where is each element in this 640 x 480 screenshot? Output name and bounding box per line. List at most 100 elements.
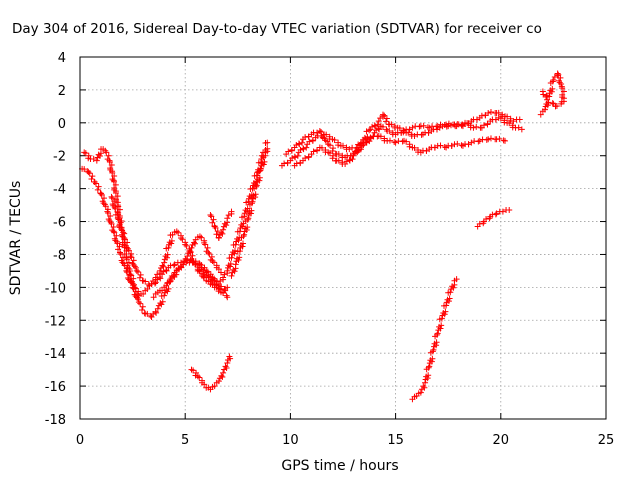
data-point [240, 240, 247, 247]
series-segment-5-7 [188, 353, 234, 393]
data-point [112, 181, 119, 188]
data-point [443, 123, 450, 130]
y-axis-label: SDTVAR / TECUs [8, 181, 24, 296]
data-point [224, 294, 231, 301]
data-point [183, 257, 190, 264]
y-tick-label: -8 [53, 248, 66, 263]
data-point [177, 235, 184, 241]
data-point [164, 251, 171, 258]
data-point [458, 122, 465, 129]
data-point [446, 295, 453, 302]
data-point [346, 146, 353, 153]
data-point [180, 261, 187, 268]
data-point [549, 78, 556, 85]
data-point [165, 285, 172, 292]
data-point [329, 155, 336, 162]
data-point [492, 211, 499, 218]
data-point [383, 115, 390, 122]
data-point [111, 229, 118, 236]
data-point [95, 183, 102, 190]
data-point [487, 135, 494, 142]
data-point [470, 124, 477, 131]
data-point [537, 111, 544, 118]
data-point [208, 213, 215, 220]
data-point [253, 183, 260, 190]
data-point [81, 166, 88, 173]
data-point [356, 147, 363, 154]
data-point [358, 139, 365, 146]
data-point [144, 310, 151, 317]
data-point [485, 136, 492, 143]
data-point [297, 146, 304, 153]
data-point [198, 234, 205, 241]
y-tick-label: -2 [53, 150, 66, 165]
data-point [379, 111, 386, 118]
data-point [226, 353, 233, 360]
data-point [96, 153, 103, 160]
data-point [86, 170, 93, 177]
data-point [300, 145, 307, 152]
data-point [161, 259, 168, 266]
data-point [549, 100, 556, 107]
series-band-10-21-c [291, 111, 525, 169]
data-point [560, 88, 567, 95]
data-point [559, 85, 566, 92]
data-point [420, 122, 427, 129]
data-point [558, 100, 565, 107]
data-point [168, 237, 175, 244]
data-point [235, 256, 242, 263]
data-point [135, 299, 142, 306]
data-point [207, 211, 214, 218]
data-point [241, 231, 248, 238]
data-point [261, 158, 268, 165]
data-point [98, 190, 105, 197]
data-point [157, 275, 164, 282]
data-point [187, 248, 194, 255]
y-tick-label: -16 [45, 380, 66, 395]
data-point [316, 128, 323, 135]
data-point [114, 193, 121, 200]
x-tick-label: 25 [598, 433, 615, 448]
data-point [219, 374, 226, 381]
series-early-dip-middle [108, 193, 229, 294]
data-point [189, 252, 196, 259]
data-point [500, 137, 507, 144]
data-point [256, 174, 263, 181]
data-point [117, 219, 124, 226]
data-point [388, 121, 395, 128]
data-point [114, 240, 121, 247]
data-point [171, 261, 178, 268]
data-point [183, 242, 190, 249]
data-point [108, 162, 115, 169]
x-tick-label: 5 [181, 433, 189, 448]
y-tick-label: 4 [58, 51, 66, 66]
data-point [192, 258, 199, 265]
data-point [386, 127, 393, 134]
data-point [215, 235, 222, 241]
data-point [94, 186, 101, 193]
data-point [248, 200, 255, 207]
data-point [209, 258, 216, 265]
data-point [252, 194, 259, 201]
data-point [93, 157, 100, 164]
data-point [208, 253, 215, 260]
series-segment-22-23 [537, 70, 567, 118]
data-point [379, 123, 386, 130]
data-point [331, 137, 338, 144]
data-point [215, 378, 222, 385]
data-point [222, 287, 229, 294]
data-point [464, 120, 471, 127]
data-point [448, 122, 455, 129]
data-point [119, 227, 126, 234]
data-point [310, 148, 317, 155]
data-point [506, 207, 513, 214]
data-point [130, 285, 137, 292]
series-fragments-6-7 [207, 208, 235, 241]
data-point [447, 289, 454, 296]
data-point [484, 120, 491, 127]
data-point [453, 276, 460, 283]
data-point [129, 284, 136, 291]
data-point [167, 276, 174, 283]
data-point [117, 251, 124, 258]
data-point [367, 134, 374, 141]
